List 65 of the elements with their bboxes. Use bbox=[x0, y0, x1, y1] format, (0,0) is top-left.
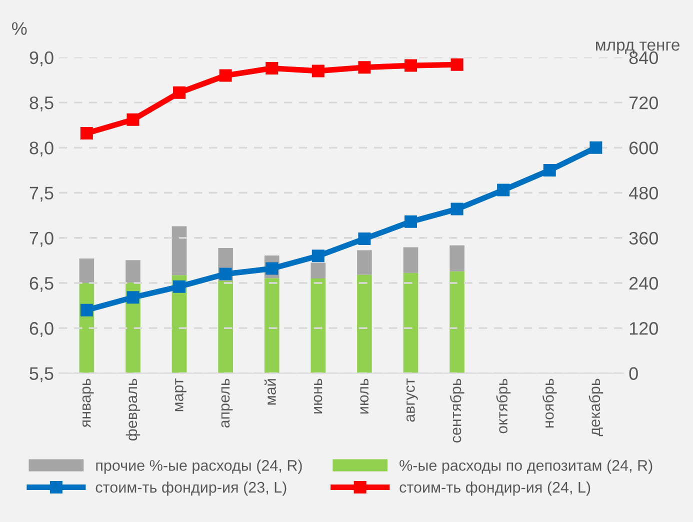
y2-tick-label: 240 bbox=[629, 276, 658, 290]
bar bbox=[79, 258, 94, 283]
point bbox=[219, 268, 232, 280]
point bbox=[450, 202, 464, 216]
y2-tick-label: 480 bbox=[628, 186, 658, 200]
bar bbox=[450, 271, 464, 374]
bar bbox=[450, 245, 464, 272]
x-tick-label: январь bbox=[82, 378, 94, 428]
y-tick-label: 7,5 bbox=[30, 186, 54, 202]
point bbox=[126, 113, 140, 126]
bar bbox=[218, 280, 233, 374]
point bbox=[590, 141, 602, 154]
point bbox=[312, 250, 324, 262]
point bbox=[312, 64, 324, 78]
x-tick-label: июнь bbox=[314, 378, 322, 414]
y-tick-label: 8,0 bbox=[30, 142, 54, 157]
point bbox=[358, 61, 371, 74]
x-tick-label: ноябрь bbox=[542, 378, 557, 428]
bar bbox=[357, 250, 372, 275]
point bbox=[543, 164, 556, 176]
legend-label: прочие %-ые расходы (24, R) bbox=[96, 460, 302, 474]
y-tick-label: 7,0 bbox=[30, 232, 54, 247]
x-tick-label: апрель bbox=[221, 378, 233, 428]
point bbox=[219, 69, 232, 82]
x-tick-label: май bbox=[264, 379, 276, 405]
y2-tick-label: 360 bbox=[629, 232, 658, 245]
bar bbox=[310, 262, 326, 278]
bar bbox=[126, 260, 140, 283]
point bbox=[404, 215, 417, 228]
point bbox=[497, 184, 510, 196]
bar bbox=[310, 278, 326, 374]
x-tick-label: март bbox=[175, 378, 186, 412]
y-tick-label: 6,0 bbox=[30, 322, 54, 337]
x-tick-label: август bbox=[406, 378, 418, 422]
point bbox=[80, 304, 93, 316]
y2-tick-label: 720 bbox=[629, 96, 658, 110]
bar bbox=[403, 247, 418, 273]
point bbox=[80, 126, 93, 140]
bar bbox=[172, 226, 187, 276]
point bbox=[450, 58, 464, 71]
point bbox=[126, 291, 140, 304]
point bbox=[173, 280, 186, 293]
y-axis-title: % bbox=[12, 22, 27, 35]
x-tick-label: октябрь bbox=[496, 378, 511, 434]
y-tick-label: 5,5 bbox=[30, 367, 54, 382]
point bbox=[266, 62, 278, 74]
bar bbox=[403, 272, 418, 374]
x-tick-label: декабрь bbox=[588, 378, 604, 436]
x-tick-label: сентябрь bbox=[450, 378, 464, 442]
bar bbox=[264, 278, 280, 374]
y-tick-label: 8,5 bbox=[30, 96, 54, 112]
bar bbox=[357, 274, 372, 374]
x-tick-label: июль bbox=[360, 378, 369, 414]
y2-tick-label: 0 bbox=[629, 367, 638, 380]
y-tick-label: 9,0 bbox=[30, 51, 54, 66]
x-tick-label: февраль bbox=[126, 378, 140, 440]
legend-label: %-ые расходы по депозитам (24, R) bbox=[400, 460, 652, 474]
y2-tick-label: 600 bbox=[629, 142, 658, 154]
point bbox=[173, 86, 186, 99]
y-tick-label: 6,5 bbox=[30, 276, 54, 292]
point bbox=[404, 59, 417, 72]
point bbox=[358, 232, 371, 246]
legend-label: стоим-ть фондир-ия (23, L) bbox=[96, 481, 286, 496]
y2-tick-label: 120 bbox=[630, 322, 658, 335]
legend-label: стоим-ть фондир-ия (24, L) bbox=[400, 481, 590, 496]
